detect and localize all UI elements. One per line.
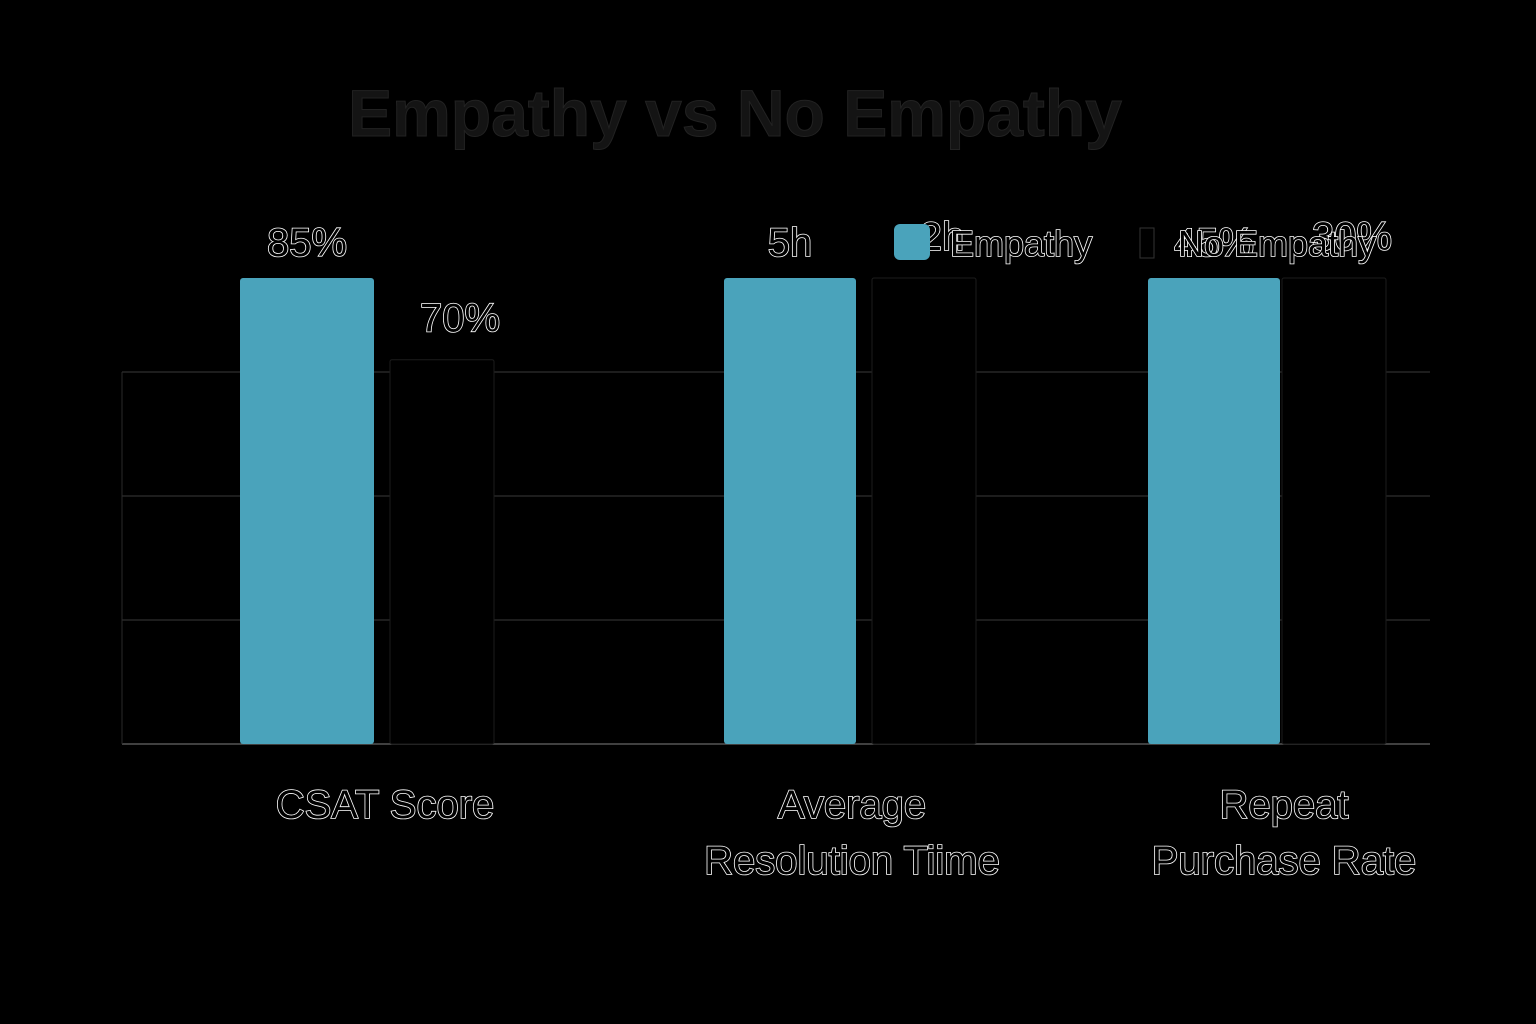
legend-swatch-no-empathy <box>1139 227 1155 259</box>
bar-no-empathy <box>1281 277 1387 745</box>
category-labels: CSAT Score Average Resolution Tiime Repeat P… <box>275 782 1417 884</box>
bar-no-empathy <box>389 359 495 745</box>
legend-swatch-empathy <box>894 224 930 260</box>
value-label-no-empathy: 70% <box>420 297 500 341</box>
chart-title: Empathy vs No Empathy <box>348 76 1122 150</box>
category-label: Average Resolution Tiime <box>704 783 1000 883</box>
category-label: Repeat Purchase Rate <box>1152 783 1417 883</box>
bar-empathy <box>240 278 374 744</box>
value-label-no-empathy: 30% <box>1312 215 1392 259</box>
legend-label-no-empathy: No Empathy <box>1178 223 1376 264</box>
bar-empathy <box>1148 278 1280 744</box>
category-label: CSAT Score <box>276 783 495 827</box>
bar-empathy <box>724 278 856 744</box>
legend: Empathy No Empathy <box>894 222 1377 265</box>
value-label-empathy: 85% <box>267 221 347 265</box>
value-label-empathy: 5h <box>768 221 813 265</box>
bar-no-empathy <box>871 277 977 745</box>
bars <box>240 277 1387 745</box>
value-label-empathy: 45% <box>1174 221 1254 265</box>
legend-label-empathy: Empathy <box>950 223 1092 264</box>
value-labels: 85% 5h 45%70%2h 30% <box>266 214 1393 341</box>
